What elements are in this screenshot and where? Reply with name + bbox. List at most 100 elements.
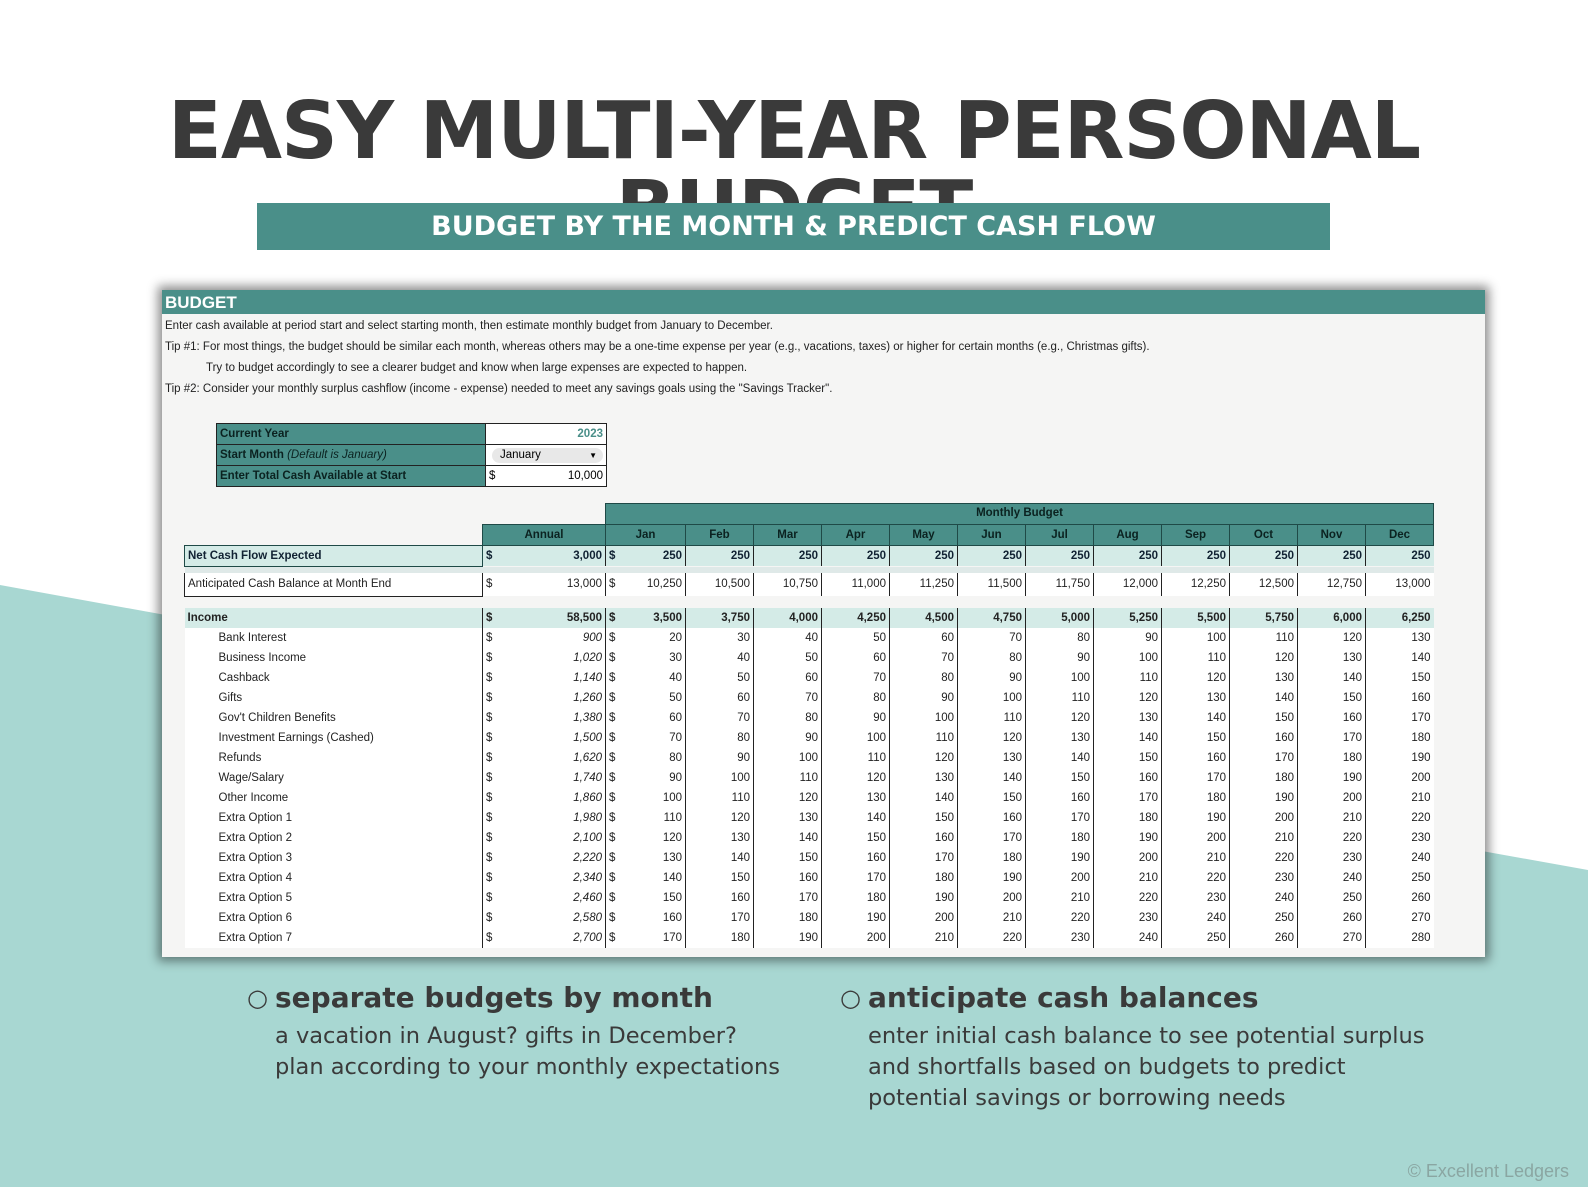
month-value[interactable]: 200: [1093, 847, 1162, 868]
month-value[interactable]: 150: [1229, 707, 1298, 728]
month-value[interactable]: 210: [1161, 847, 1230, 868]
month-value[interactable]: 80: [957, 647, 1026, 668]
month-value[interactable]: 70: [821, 667, 890, 688]
month-value[interactable]: 230: [1025, 927, 1094, 948]
month-value[interactable]: 130: [821, 787, 890, 808]
month-value[interactable]: 20: [621, 627, 686, 648]
month-value[interactable]: 180: [1093, 807, 1162, 828]
month-value[interactable]: 150: [957, 787, 1026, 808]
month-value[interactable]: 170: [889, 847, 958, 868]
month-value[interactable]: 150: [1365, 667, 1434, 688]
month-value[interactable]: 90: [1093, 627, 1162, 648]
month-value[interactable]: 210: [1093, 867, 1162, 888]
month-value[interactable]: 140: [753, 827, 822, 848]
month-value[interactable]: 120: [621, 827, 686, 848]
month-value[interactable]: 250: [1229, 907, 1298, 928]
month-value[interactable]: 170: [1297, 727, 1366, 748]
month-value[interactable]: 130: [685, 827, 754, 848]
month-value[interactable]: 180: [685, 927, 754, 948]
month-value[interactable]: 210: [1297, 807, 1366, 828]
month-value[interactable]: 120: [1093, 687, 1162, 708]
month-value[interactable]: 210: [1025, 887, 1094, 908]
month-value[interactable]: 270: [1365, 907, 1434, 928]
month-value[interactable]: 220: [1229, 847, 1298, 868]
month-value[interactable]: 170: [1161, 767, 1230, 788]
month-value[interactable]: 50: [753, 647, 822, 668]
month-value[interactable]: 190: [1093, 827, 1162, 848]
month-value[interactable]: 100: [1025, 667, 1094, 688]
month-value[interactable]: 240: [1229, 887, 1298, 908]
month-value[interactable]: 120: [889, 747, 958, 768]
month-value[interactable]: 220: [1297, 827, 1366, 848]
month-value[interactable]: 200: [1297, 787, 1366, 808]
month-value[interactable]: 130: [889, 767, 958, 788]
month-value[interactable]: 170: [753, 887, 822, 908]
month-value[interactable]: 220: [957, 927, 1026, 948]
month-value[interactable]: 140: [889, 787, 958, 808]
month-value[interactable]: 170: [1365, 707, 1434, 728]
month-value[interactable]: 240: [1161, 907, 1230, 928]
month-value[interactable]: 200: [1229, 807, 1298, 828]
month-value[interactable]: 250: [1297, 887, 1366, 908]
month-value[interactable]: 140: [1297, 667, 1366, 688]
month-value[interactable]: 230: [1161, 887, 1230, 908]
month-value[interactable]: 110: [957, 707, 1026, 728]
month-value[interactable]: 120: [1229, 647, 1298, 668]
month-value[interactable]: 130: [1365, 627, 1434, 648]
month-value[interactable]: 220: [1025, 907, 1094, 928]
month-value[interactable]: 180: [957, 847, 1026, 868]
month-value[interactable]: 50: [685, 667, 754, 688]
month-value[interactable]: 220: [1365, 807, 1434, 828]
month-value[interactable]: 250: [1365, 867, 1434, 888]
month-value[interactable]: 100: [685, 767, 754, 788]
month-value[interactable]: 70: [753, 687, 822, 708]
month-value[interactable]: 220: [1161, 867, 1230, 888]
month-value[interactable]: 190: [889, 887, 958, 908]
month-value[interactable]: 220: [1093, 887, 1162, 908]
month-value[interactable]: 120: [957, 727, 1026, 748]
month-value[interactable]: 70: [957, 627, 1026, 648]
month-value[interactable]: 260: [1365, 887, 1434, 908]
month-value[interactable]: 30: [621, 647, 686, 668]
month-value[interactable]: 120: [821, 767, 890, 788]
month-value[interactable]: 110: [1161, 647, 1230, 668]
month-value[interactable]: 180: [1161, 787, 1230, 808]
month-value[interactable]: 140: [1365, 647, 1434, 668]
month-value[interactable]: 140: [957, 767, 1026, 788]
month-value[interactable]: 230: [1297, 847, 1366, 868]
month-value[interactable]: 110: [1093, 667, 1162, 688]
month-value[interactable]: 140: [621, 867, 686, 888]
month-value[interactable]: 140: [821, 807, 890, 828]
month-value[interactable]: 80: [753, 707, 822, 728]
month-value[interactable]: 160: [621, 907, 686, 928]
month-value[interactable]: 140: [1161, 707, 1230, 728]
month-value[interactable]: 180: [1025, 827, 1094, 848]
month-value[interactable]: 190: [1297, 767, 1366, 788]
month-value[interactable]: 80: [889, 667, 958, 688]
month-value[interactable]: 150: [1161, 727, 1230, 748]
month-value[interactable]: 140: [1229, 687, 1298, 708]
month-value[interactable]: 260: [1297, 907, 1366, 928]
month-value[interactable]: 140: [685, 847, 754, 868]
month-value[interactable]: 150: [889, 807, 958, 828]
month-value[interactable]: 160: [1365, 687, 1434, 708]
month-value[interactable]: 190: [1229, 787, 1298, 808]
month-value[interactable]: 180: [889, 867, 958, 888]
month-value[interactable]: 170: [1093, 787, 1162, 808]
month-value[interactable]: 160: [1161, 747, 1230, 768]
month-value[interactable]: 170: [1025, 807, 1094, 828]
month-value[interactable]: 160: [889, 827, 958, 848]
month-value[interactable]: 180: [821, 887, 890, 908]
month-value[interactable]: 90: [889, 687, 958, 708]
month-value[interactable]: 120: [1025, 707, 1094, 728]
month-value[interactable]: 100: [621, 787, 686, 808]
month-value[interactable]: 230: [1229, 867, 1298, 888]
month-value[interactable]: 210: [957, 907, 1026, 928]
month-value[interactable]: 240: [1297, 867, 1366, 888]
month-value[interactable]: 130: [1161, 687, 1230, 708]
month-value[interactable]: 150: [821, 827, 890, 848]
month-value[interactable]: 270: [1297, 927, 1366, 948]
month-value[interactable]: 60: [821, 647, 890, 668]
month-value[interactable]: 140: [1025, 747, 1094, 768]
month-value[interactable]: 80: [1025, 627, 1094, 648]
